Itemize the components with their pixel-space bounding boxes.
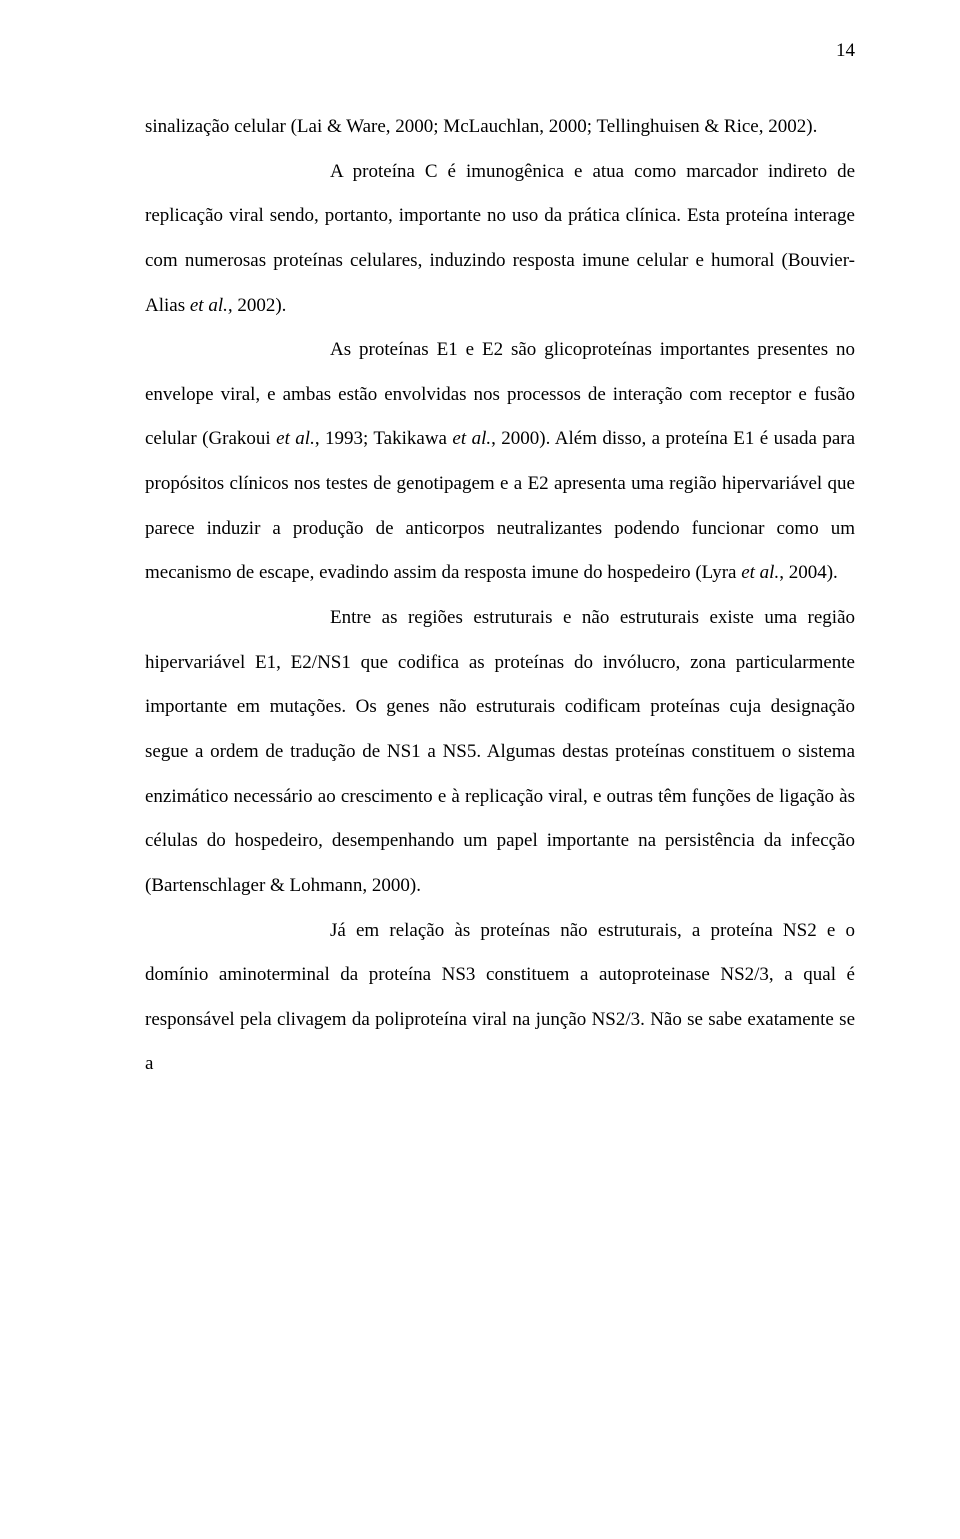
p5-text: Já em relação às proteínas não estrutura… [145,920,855,1075]
paragraph-1: sinalização celular (Lai & Ware, 2000; M… [145,105,855,150]
content-area: sinalização celular (Lai & Ware, 2000; M… [145,105,855,1087]
p3-italic1: et al. [276,428,315,449]
p3-mid1: , 1993; Takikawa [315,428,453,449]
p1-text: sinalização celular (Lai & Ware, 2000; M… [145,116,817,137]
p3-mid2: , 2000). Além disso, a proteína E1 é usa… [145,428,855,583]
p3-italic2: et al. [452,428,491,449]
p2-suffix: 2002). [233,295,287,316]
p2-italic1: et al., [190,295,233,316]
p3-suffix: , 2004). [779,562,838,583]
p4-text: Entre as regiões estruturais e não estru… [145,607,855,896]
paragraph-5: Já em relação às proteínas não estrutura… [145,909,855,1088]
page-number: 14 [836,40,855,62]
p3-italic3: et al. [741,562,779,583]
paragraph-2: A proteína C é imunogênica e atua como m… [145,150,855,329]
paragraph-3: As proteínas E1 e E2 são glicoproteínas … [145,328,855,596]
p2-prefix: A proteína C é imunogênica e atua como m… [145,161,855,316]
paragraph-4: Entre as regiões estruturais e não estru… [145,596,855,908]
